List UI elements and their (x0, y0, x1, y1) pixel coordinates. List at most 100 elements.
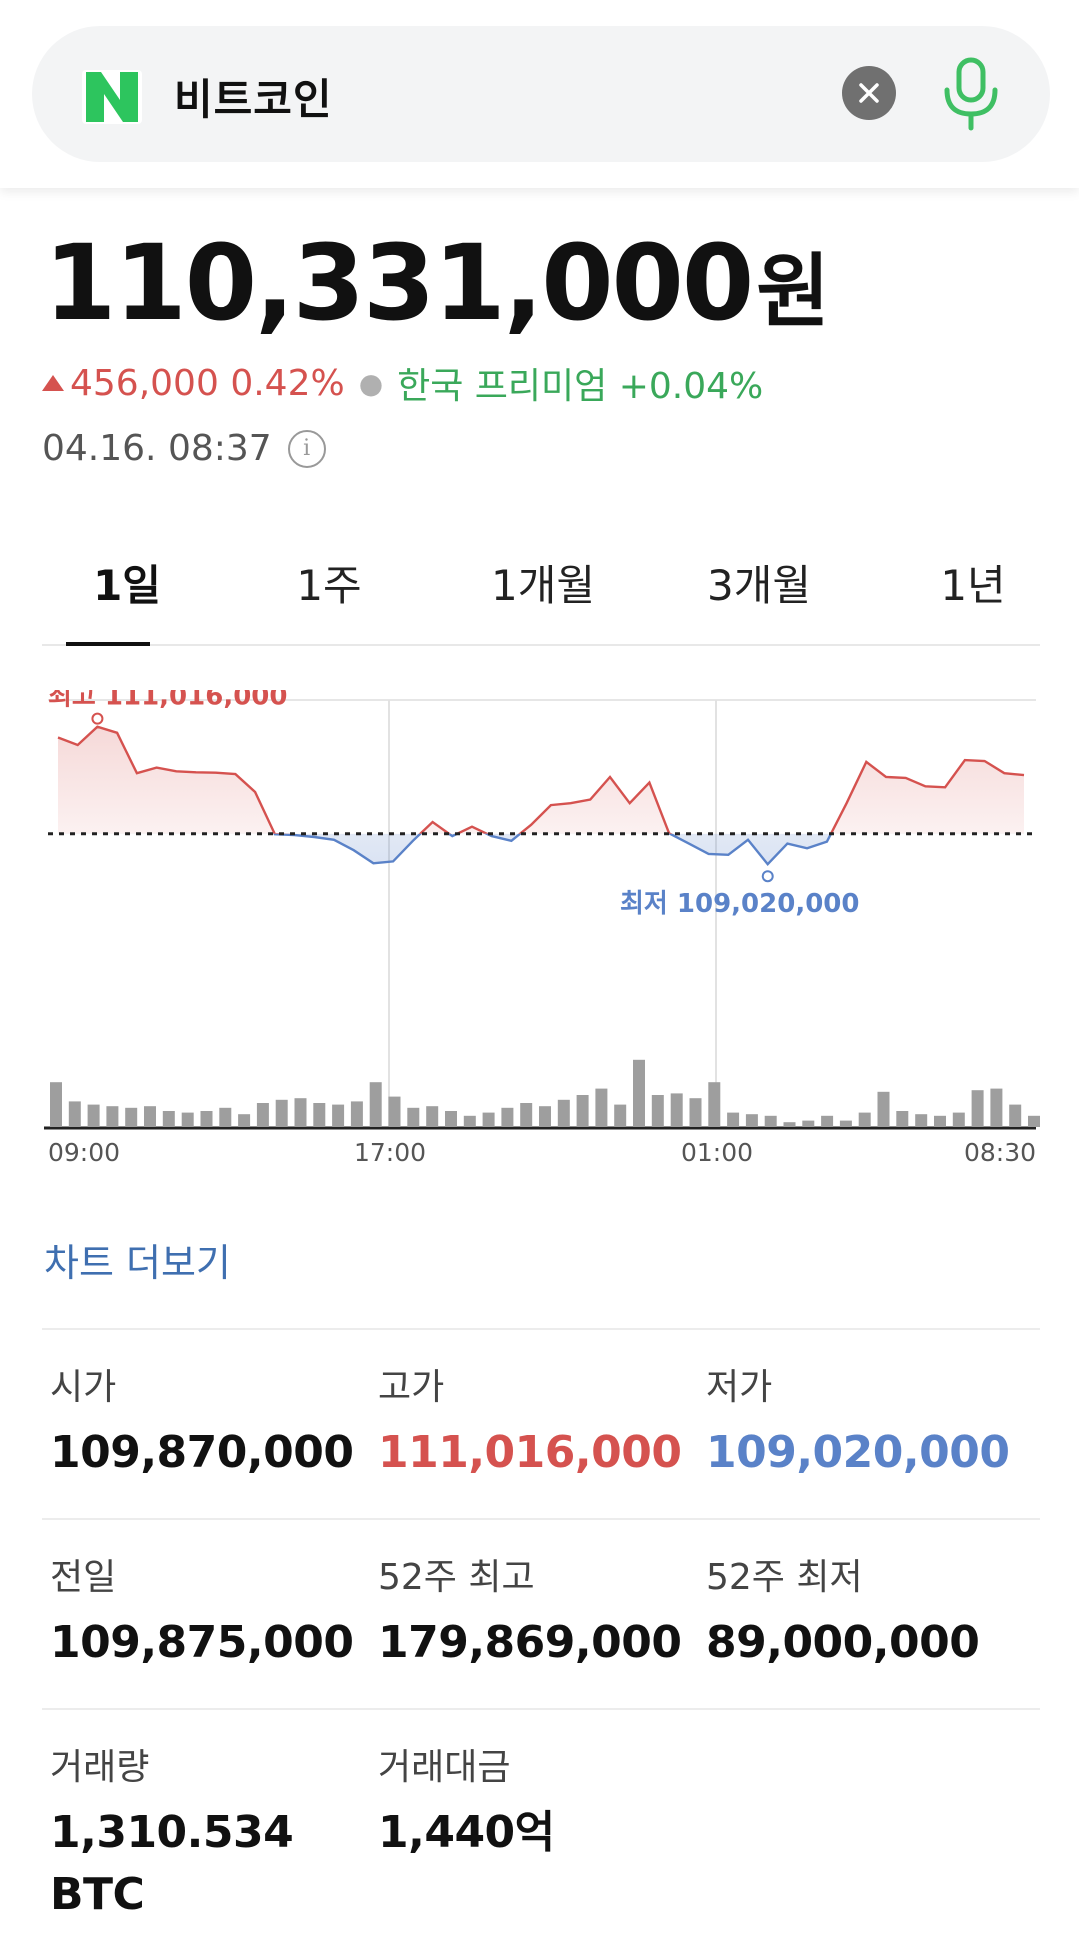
volume-bar (501, 1107, 514, 1127)
more-chart-link[interactable]: 차트 더보기 (44, 1241, 231, 1285)
volume-bar (745, 1114, 758, 1127)
volume-bar (614, 1104, 627, 1127)
tab-3month[interactable]: 3개월 (706, 561, 811, 610)
stat-label: 거래대금 (378, 1747, 511, 1788)
volume-bar (990, 1088, 1003, 1127)
stat-cell: 52주 최저 89,000,000 (706, 1548, 1026, 1674)
high-marker (91, 712, 104, 725)
stats-row: 전일 109,875,000 52주 최고 179,869,000 52주 최저 89,0… (42, 1518, 1040, 1708)
volume-bar (689, 1098, 702, 1127)
high-label: 최고 111,016,000 (48, 690, 287, 712)
volume-bar (50, 1082, 62, 1127)
volume-bar (87, 1104, 100, 1127)
search-input[interactable]: 비트코인 (174, 75, 333, 124)
stat-label: 시가 (50, 1367, 117, 1408)
x-tick-label: 09:00 (48, 1138, 120, 1167)
low-label: 최저 109,020,000 (620, 889, 859, 919)
clear-search-button[interactable] (842, 66, 896, 120)
info-icon[interactable]: i (287, 429, 326, 468)
stat-value: 89,000,000 (706, 1617, 980, 1668)
volume-bar (576, 1095, 589, 1127)
stat-value: 109,870,000 (50, 1427, 354, 1478)
naver-logo[interactable] (82, 70, 142, 124)
volume-bar (802, 1120, 815, 1127)
stats-table: 시가 109,870,000 고가 111,016,000 저가 109,020,000 전… (42, 1328, 1040, 1930)
volume-bar (256, 1103, 269, 1127)
volume-bars (50, 1059, 1040, 1127)
volume-bar (821, 1115, 834, 1127)
volume-bar (369, 1082, 382, 1127)
korea-premium: 한국 프리미엄 +0.04% (397, 366, 764, 407)
stat-label: 52주 최고 (378, 1557, 535, 1598)
volume-bar (952, 1112, 965, 1127)
stat-label: 전일 (50, 1557, 117, 1598)
volume-bar (181, 1112, 194, 1127)
microphone-icon (944, 57, 998, 131)
volume-bar (407, 1107, 420, 1127)
period-tabs: 1일 1주 1개월 3개월 1년 (42, 550, 1040, 646)
voice-search-button[interactable] (936, 56, 1006, 132)
price-value: 110,331,000 (44, 222, 754, 344)
chart-markers: 최고 111,016,000 최저 109,020,000 (48, 690, 859, 919)
stat-label: 고가 (378, 1367, 445, 1408)
volume-bar (971, 1090, 984, 1127)
stat-value: 179,869,000 (378, 1617, 682, 1668)
x-tick-label: 08:30 (964, 1138, 1036, 1167)
stat-value: 1,310.534 BTC (50, 1807, 294, 1920)
volume-bar (1009, 1104, 1022, 1127)
price-change-row: 456,000 0.42% ● 한국 프리미엄 +0.04% (42, 357, 763, 409)
currency-unit: 원 (756, 245, 830, 338)
price-line-up (57, 725, 1025, 834)
volume-bar (839, 1120, 852, 1127)
separator-dot: ● (358, 366, 384, 400)
stats-row: 거래량 1,310.534 BTC 거래대금 1,440억 (42, 1708, 1040, 1930)
volume-bar (219, 1107, 232, 1127)
volume-bar (520, 1103, 533, 1127)
volume-bar (125, 1107, 138, 1127)
volume-bar (68, 1101, 81, 1127)
price-chart[interactable]: 최고 111,016,000 최저 109,020,000 09:00 17:00 0… (0, 690, 1079, 1170)
volume-bar (144, 1106, 156, 1127)
stat-value: 111,016,000 (378, 1427, 682, 1478)
volume-bar (539, 1106, 551, 1127)
tab-1month[interactable]: 1개월 (490, 561, 595, 610)
stat-cell: 52주 최고 179,869,000 (378, 1548, 698, 1674)
stat-cell: 거래대금 1,440억 (378, 1738, 698, 1864)
volume-bar (764, 1115, 777, 1127)
volume-bar (482, 1112, 495, 1127)
volume-bar (445, 1111, 457, 1127)
x-tick-label: 17:00 (354, 1138, 426, 1167)
search-bar[interactable]: 비트코인 (32, 26, 1050, 162)
tab-1year[interactable]: 1년 (940, 561, 1006, 610)
volume-bar (670, 1093, 683, 1127)
volume-bar (275, 1099, 288, 1127)
stat-value: 109,020,000 (706, 1427, 1010, 1478)
tab-1day[interactable]: 1일 (42, 550, 212, 646)
chart-areas (58, 726, 1024, 865)
volume-bar (877, 1091, 890, 1127)
volume-bar (858, 1112, 871, 1127)
stat-cell: 저가 109,020,000 (706, 1358, 1026, 1484)
stat-label: 52주 최저 (706, 1557, 863, 1598)
volume-bar (896, 1111, 909, 1127)
timestamp: 04.16. 08:37 (42, 428, 272, 469)
volume-bar (313, 1103, 326, 1127)
stat-label: 거래량 (50, 1747, 150, 1788)
volume-bar (595, 1088, 608, 1127)
tab-1week[interactable]: 1주 (296, 561, 362, 610)
stat-cell: 고가 111,016,000 (378, 1358, 698, 1484)
stat-label: 저가 (706, 1367, 773, 1408)
low-marker (761, 870, 774, 883)
volume-bar (934, 1115, 946, 1127)
volume-bar (463, 1115, 476, 1127)
volume-bar (915, 1114, 928, 1127)
volume-bar (651, 1095, 664, 1127)
chart-lines (48, 725, 1036, 867)
volume-bar (294, 1098, 307, 1127)
volume-bar (162, 1111, 175, 1127)
volume-bar (200, 1111, 213, 1127)
stat-cell: 시가 109,870,000 (50, 1358, 370, 1484)
area-above-baseline (58, 726, 1024, 834)
up-triangle-icon (42, 375, 64, 391)
stat-value: 109,875,000 (50, 1617, 354, 1668)
